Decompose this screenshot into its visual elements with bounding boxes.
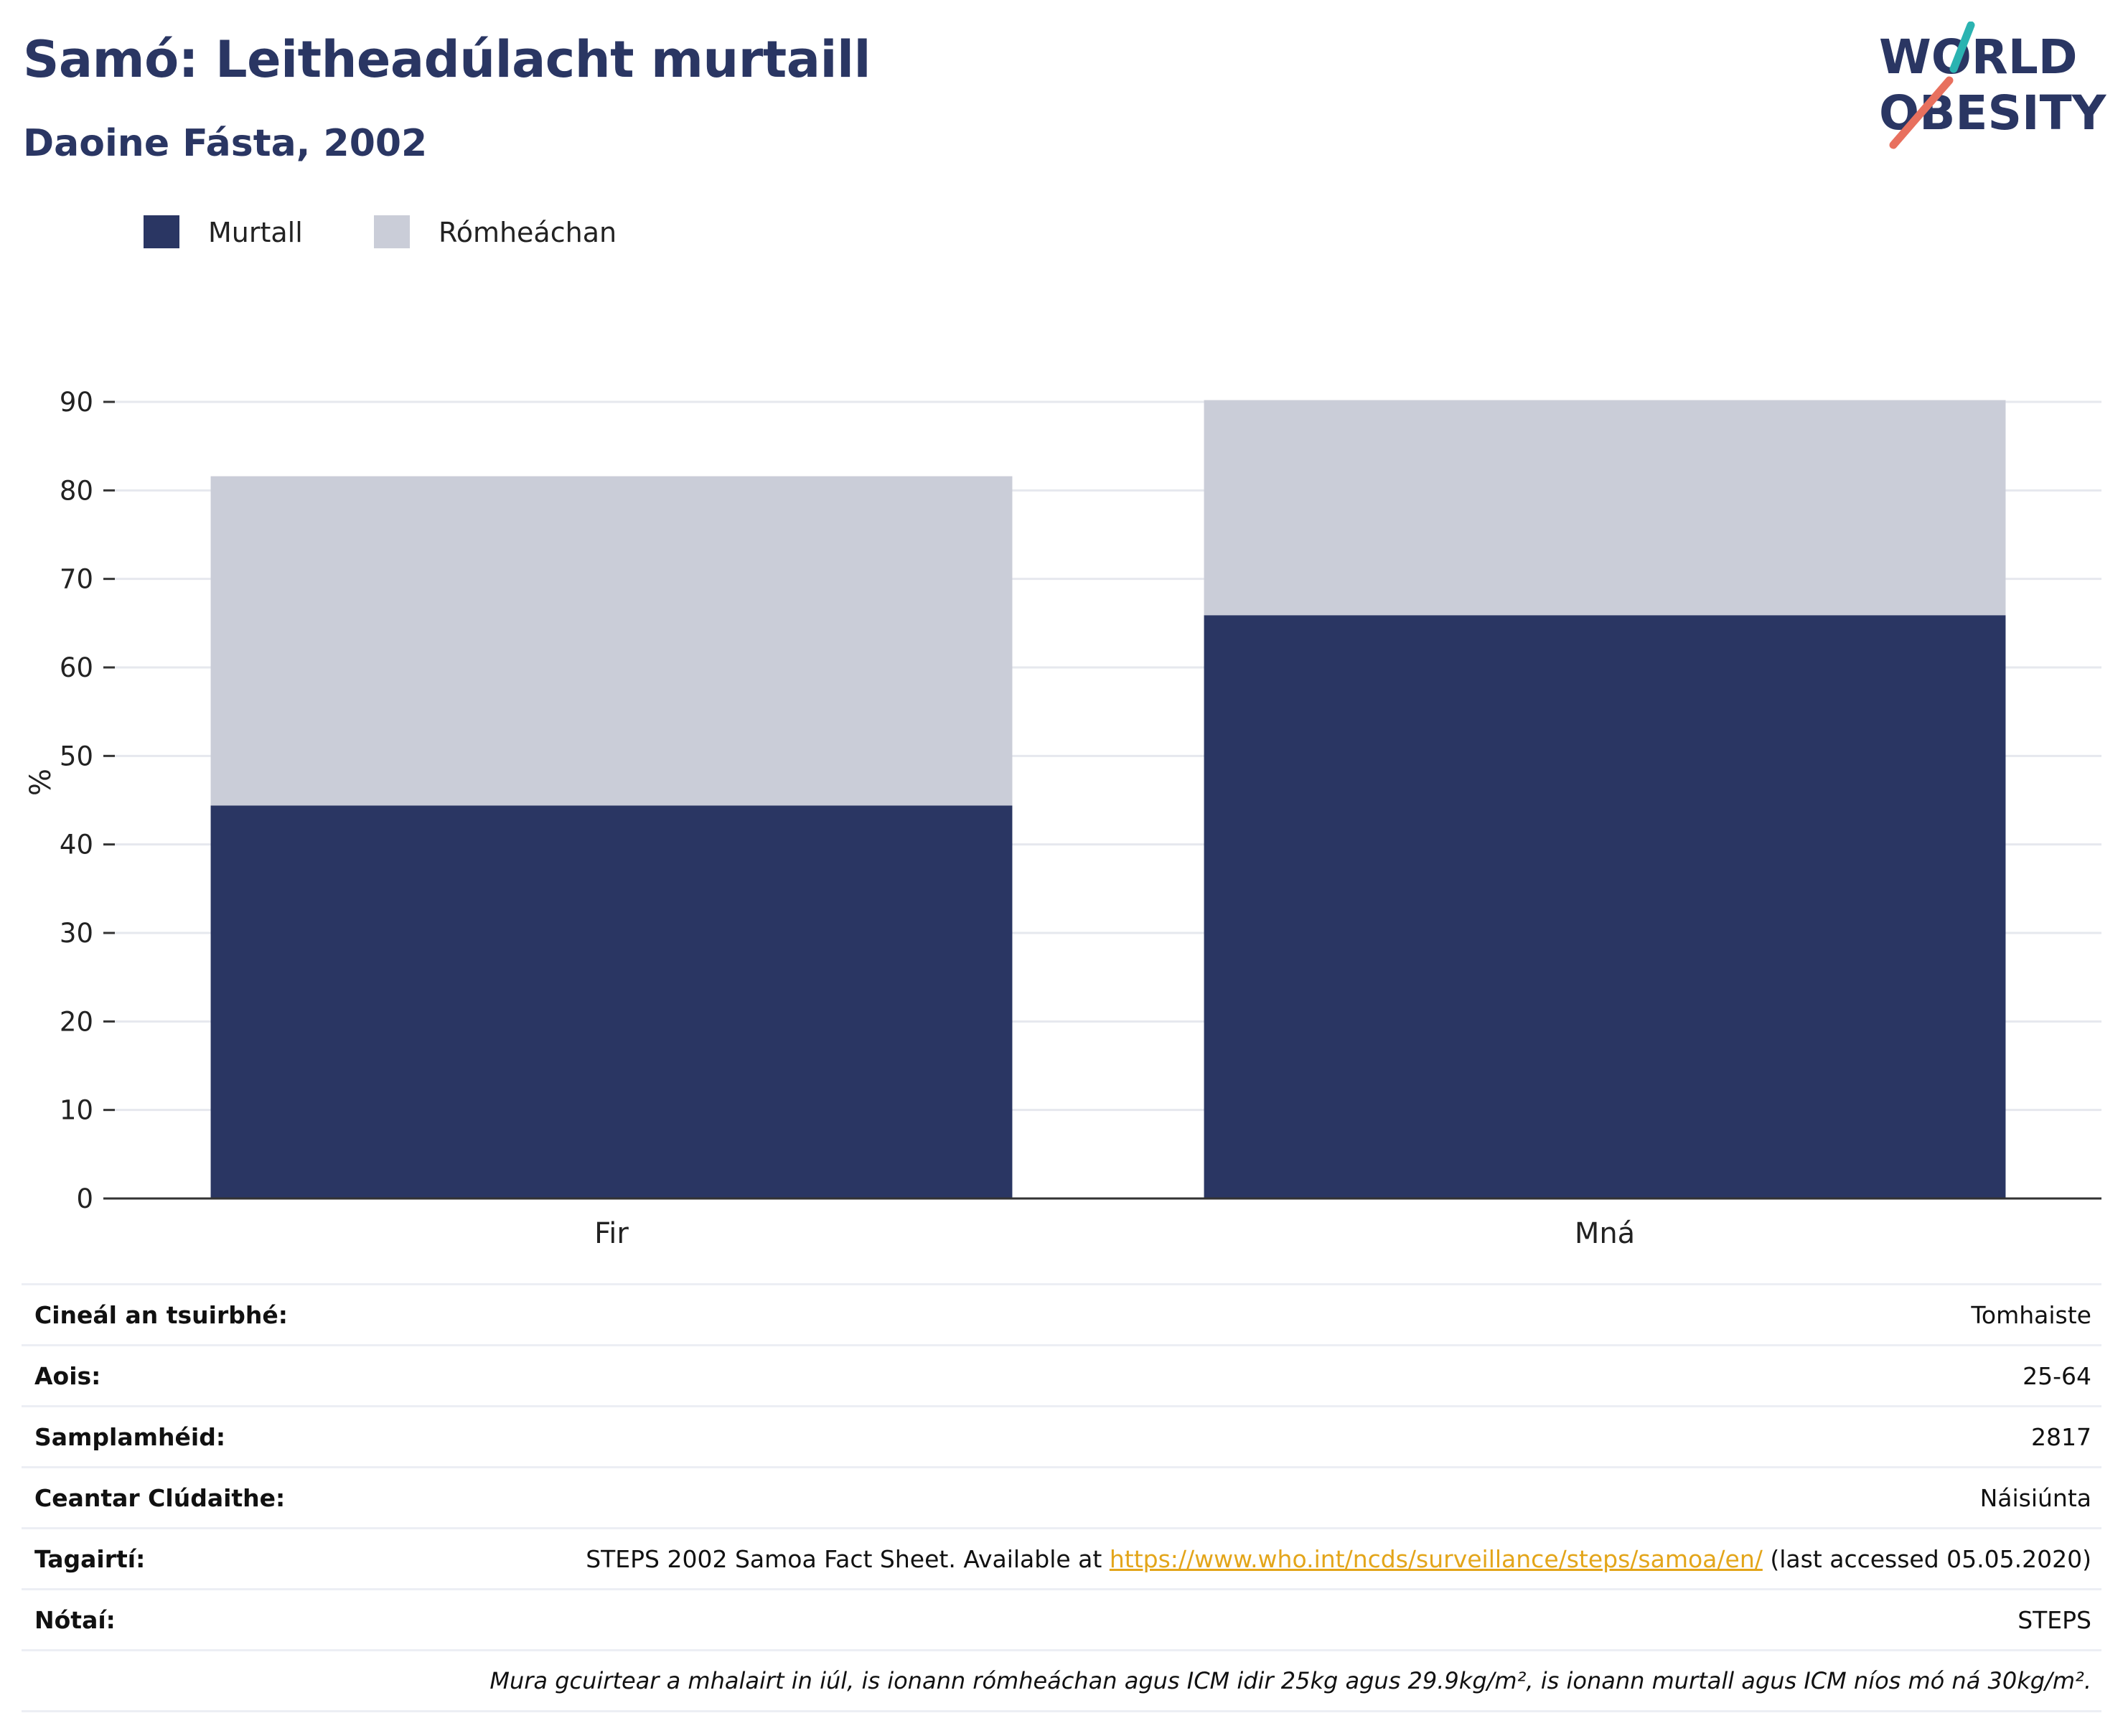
info-row: Tagairtí: STEPS 2002 Samoa Fact Sheet. Av…	[22, 1527, 2101, 1588]
info-value: Náisiúnta	[1979, 1483, 2091, 1512]
chart-title: Samó: Leitheadúlacht murtaill	[23, 30, 871, 89]
reference-text: STEPS 2002 Samoa Fact Sheet. Available a…	[586, 1544, 1110, 1573]
logo-slash-coral	[1889, 76, 1954, 149]
x-category-label: Fir	[594, 1217, 629, 1250]
info-value: 25-64	[2023, 1361, 2091, 1390]
legend-label-murtall: Murtall	[208, 217, 303, 248]
y-tick-label: 80	[60, 475, 93, 506]
logo-line1: WORLD	[1879, 29, 2078, 85]
info-value: 2817	[2031, 1422, 2091, 1451]
bar-fir-murtall	[210, 805, 1013, 1198]
legend-swatch-rómheáchan	[374, 215, 410, 248]
stacked-bar-chart: Murtall Rómheáchan 0 10 20 30 40 50 60 70 80 90 Fi…	[24, 215, 2101, 1250]
info-key: Aois:	[34, 1361, 101, 1390]
y-tick-label: 50	[60, 741, 93, 771]
info-row: Aois: 25-64	[22, 1344, 2101, 1405]
info-table: Cineál an tsuirbhé: Tomhaiste Aois: 25-64 Sa…	[22, 1283, 2101, 1712]
legend-swatch-murtall	[144, 215, 179, 248]
x-category-label: Mná	[1575, 1217, 1635, 1250]
legend-label-rómheáchan: Rómheáchan	[439, 217, 617, 248]
bars	[210, 400, 2006, 1198]
info-note-row: Mura gcuirtear a mhalairt in iúl, is ion…	[22, 1649, 2101, 1712]
reference-accessed: (last accessed 05.05.2020)	[1762, 1544, 2091, 1573]
info-value: STEPS	[2017, 1605, 2091, 1634]
y-tick-label: 70	[60, 564, 93, 595]
info-row: Nótaí: STEPS	[22, 1588, 2101, 1649]
y-tick-label: 0	[76, 1183, 93, 1214]
chart-subtitle: Daoine Fásta, 2002	[23, 122, 428, 165]
y-tick-label: 30	[60, 918, 93, 949]
info-key: Cineál an tsuirbhé:	[34, 1300, 288, 1329]
y-tick-label: 10	[60, 1095, 93, 1126]
bar-fir-rómheáchan	[210, 476, 1013, 806]
y-axis-label: %	[24, 769, 57, 796]
y-tick-label: 20	[60, 1006, 93, 1037]
y-axis-ticks: 0 10 20 30 40 50 60 70 80 90	[60, 387, 115, 1214]
info-key: Samplamhéid:	[34, 1422, 226, 1451]
info-key: Ceantar Clúdaithe:	[34, 1483, 286, 1512]
y-tick-label: 40	[60, 830, 93, 860]
info-row: Cineál an tsuirbhé: Tomhaiste	[22, 1283, 2101, 1344]
definition-note: Mura gcuirtear a mhalairt in iúl, is ion…	[489, 1667, 2091, 1694]
info-row: Ceantar Clúdaithe: Náisiúnta	[22, 1466, 2101, 1527]
bar-mná-murtall	[1204, 615, 2006, 1198]
info-value: Tomhaiste	[1971, 1300, 2091, 1329]
bar-mná-rómheáchan	[1204, 400, 2006, 616]
y-tick-label: 90	[60, 387, 93, 418]
info-key: Tagairtí:	[34, 1544, 146, 1573]
chart-legend: Murtall Rómheáchan	[144, 215, 617, 248]
world-obesity-logo: WORLD OBESITY	[1879, 22, 2107, 149]
info-key: Nótaí:	[34, 1605, 116, 1634]
x-axis-labels: Fir Mná	[594, 1217, 1635, 1250]
info-value: STEPS 2002 Samoa Fact Sheet. Available a…	[586, 1545, 2101, 1573]
logo-slash-teal	[1949, 22, 1975, 73]
info-row: Samplamhéid: 2817	[22, 1405, 2101, 1466]
reference-link[interactable]: https://www.who.int/ncds/surveillance/st…	[1109, 1544, 1763, 1573]
y-tick-label: 60	[60, 652, 93, 683]
